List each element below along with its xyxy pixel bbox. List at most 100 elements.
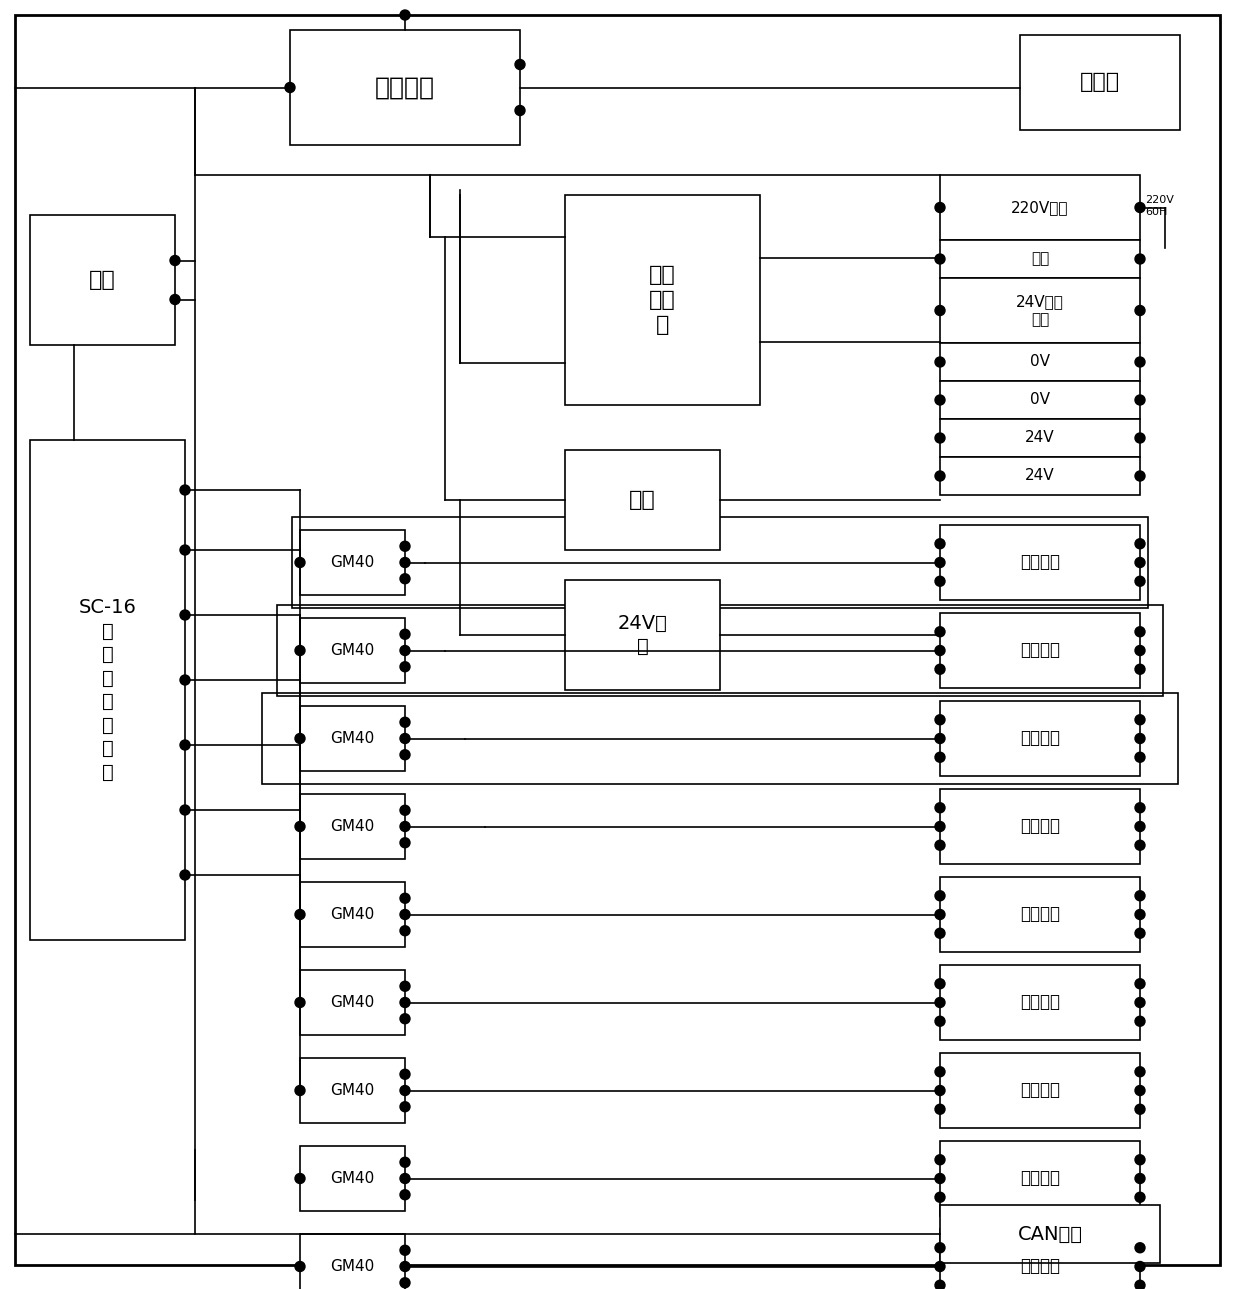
Text: CAN总线: CAN总线 — [1018, 1225, 1083, 1244]
Text: 信号防雷: 信号防雷 — [1021, 1258, 1060, 1276]
Circle shape — [401, 717, 410, 727]
Bar — [290, 30, 520, 144]
Circle shape — [401, 1013, 410, 1023]
Text: GM40: GM40 — [330, 643, 374, 657]
Bar — [300, 1058, 405, 1123]
Circle shape — [1135, 305, 1145, 316]
Circle shape — [1135, 714, 1145, 724]
Circle shape — [1135, 470, 1145, 481]
Text: 220V开关: 220V开关 — [1012, 200, 1069, 215]
Circle shape — [935, 305, 945, 316]
Circle shape — [401, 821, 410, 831]
Circle shape — [1135, 254, 1145, 264]
Circle shape — [180, 806, 190, 815]
Text: 24V: 24V — [1025, 431, 1055, 446]
Bar — [940, 382, 1140, 419]
Bar — [940, 458, 1140, 495]
Circle shape — [1135, 539, 1145, 549]
Circle shape — [935, 1280, 945, 1289]
Circle shape — [401, 558, 410, 567]
Circle shape — [1135, 978, 1145, 989]
Bar — [940, 701, 1140, 776]
Circle shape — [1135, 733, 1145, 744]
Bar — [291, 517, 1148, 608]
Circle shape — [401, 838, 410, 848]
Circle shape — [515, 106, 525, 116]
Bar — [565, 580, 720, 690]
Text: 信号防雷: 信号防雷 — [1021, 994, 1060, 1012]
Bar — [940, 1053, 1140, 1128]
Circle shape — [1135, 1280, 1145, 1289]
Circle shape — [180, 740, 190, 750]
Circle shape — [935, 1262, 945, 1271]
Text: 接地: 接地 — [629, 490, 656, 510]
Bar — [300, 617, 405, 683]
Circle shape — [935, 714, 945, 724]
Circle shape — [1135, 840, 1145, 851]
Text: GM40: GM40 — [330, 556, 374, 570]
Circle shape — [1135, 664, 1145, 674]
Circle shape — [935, 803, 945, 813]
Bar — [300, 971, 405, 1035]
Circle shape — [401, 910, 410, 919]
Circle shape — [1135, 1192, 1145, 1203]
Bar — [940, 614, 1140, 688]
Bar — [940, 1228, 1140, 1289]
Bar — [940, 789, 1140, 864]
Text: 信号防雷: 信号防雷 — [1021, 730, 1060, 748]
Bar — [940, 343, 1140, 382]
Circle shape — [180, 545, 190, 556]
Circle shape — [401, 926, 410, 936]
Text: 信号防雷: 信号防雷 — [1021, 1081, 1060, 1100]
Bar — [565, 195, 760, 405]
Circle shape — [935, 978, 945, 989]
Circle shape — [295, 1262, 305, 1271]
Circle shape — [180, 610, 190, 620]
Circle shape — [1135, 1067, 1145, 1076]
Circle shape — [1135, 626, 1145, 637]
Circle shape — [401, 1085, 410, 1096]
Circle shape — [1135, 1262, 1145, 1271]
Circle shape — [295, 558, 305, 567]
Circle shape — [1135, 998, 1145, 1008]
Text: GM40: GM40 — [330, 907, 374, 922]
Circle shape — [935, 1105, 945, 1114]
Text: 信号防雷: 信号防雷 — [1021, 642, 1060, 660]
Bar — [262, 693, 1178, 784]
Circle shape — [935, 626, 945, 637]
Text: 信号防雷: 信号防雷 — [1021, 1169, 1060, 1187]
Bar — [300, 882, 405, 947]
Circle shape — [1135, 1173, 1145, 1183]
Text: 0V: 0V — [1030, 392, 1050, 407]
Circle shape — [401, 1262, 410, 1271]
Circle shape — [1135, 1105, 1145, 1114]
Circle shape — [401, 806, 410, 815]
Bar — [300, 530, 405, 596]
Bar — [940, 240, 1140, 278]
Text: SC-16
模
拟
量
采
集
设
备: SC-16 模 拟 量 采 集 设 备 — [78, 598, 136, 781]
Circle shape — [401, 574, 410, 584]
Circle shape — [170, 255, 180, 266]
Circle shape — [935, 539, 945, 549]
Circle shape — [295, 910, 305, 919]
Circle shape — [1135, 1085, 1145, 1096]
Circle shape — [401, 733, 410, 744]
Circle shape — [401, 10, 410, 21]
Circle shape — [935, 664, 945, 674]
Circle shape — [935, 1067, 945, 1076]
Circle shape — [935, 433, 945, 443]
Circle shape — [401, 998, 410, 1008]
Bar — [940, 525, 1140, 599]
Text: GM40: GM40 — [330, 1083, 374, 1098]
Bar — [277, 605, 1163, 696]
Bar — [940, 175, 1140, 240]
Circle shape — [1135, 1243, 1145, 1253]
Circle shape — [935, 1243, 945, 1253]
Circle shape — [401, 1070, 410, 1079]
Circle shape — [401, 1173, 410, 1183]
Bar — [940, 1141, 1140, 1216]
Circle shape — [295, 821, 305, 831]
Circle shape — [1135, 753, 1145, 762]
Circle shape — [515, 59, 525, 70]
Circle shape — [401, 646, 410, 656]
